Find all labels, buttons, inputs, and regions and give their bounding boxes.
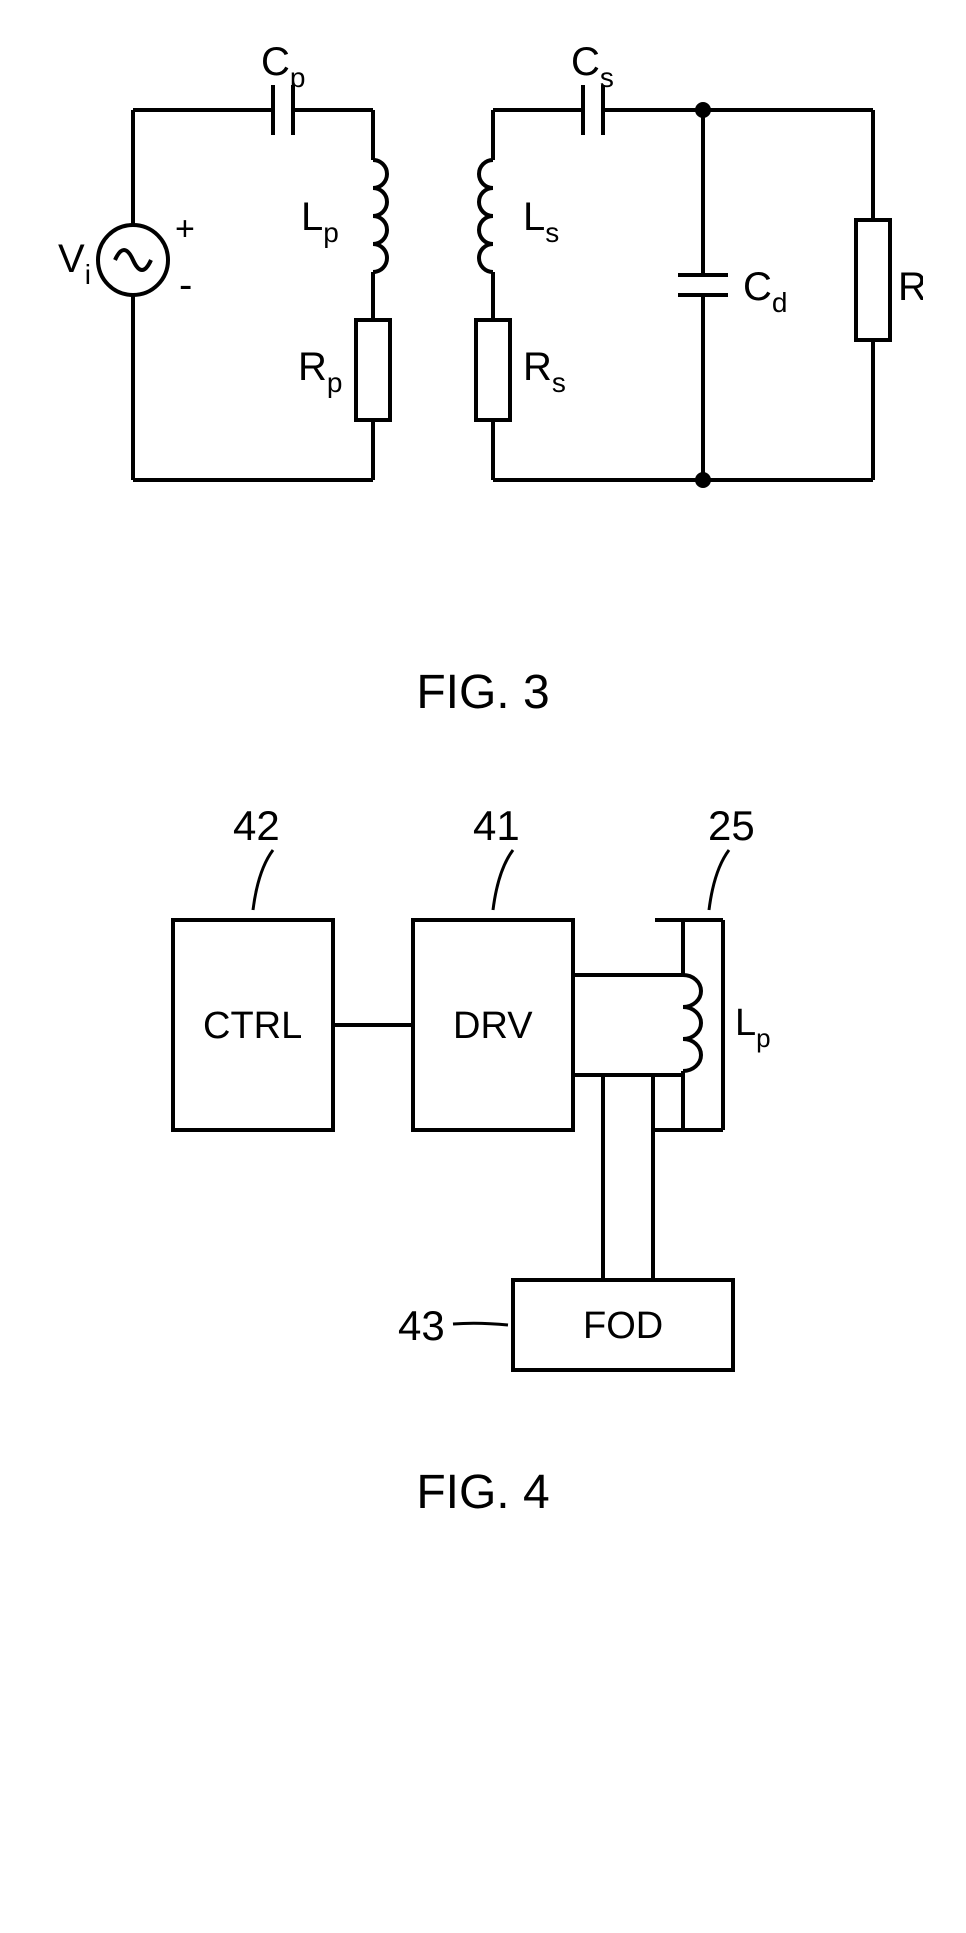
label-vi: Vi [58, 237, 91, 290]
label-cs: Cs [571, 40, 614, 93]
label-rp: Rp [298, 345, 342, 398]
label-drv: DRV [453, 1005, 533, 1047]
label-lp: Lp [301, 195, 339, 248]
label-ls: Ls [523, 195, 559, 248]
label-plus: + [175, 210, 195, 248]
resistor-rp [356, 320, 390, 420]
resistor-rld [856, 220, 890, 340]
resistor-rs [476, 320, 510, 420]
figure-3: Vi + - Cp Lp Rp Cs Ls Rs Cd Rld FIG. 3 [43, 40, 923, 720]
label-rld: Rld [898, 265, 923, 318]
figure-4: CTRL DRV Lp FOD 42 41 25 43 FIG. 4 [113, 780, 853, 1520]
fig3-svg: Vi + - Cp Lp Rp Cs Ls Rs Cd Rld [43, 40, 923, 620]
ref-43: 43 [398, 1302, 445, 1349]
ref-41: 41 [473, 802, 520, 849]
fig3-caption: FIG. 3 [43, 665, 923, 720]
label-cd: Cd [743, 265, 787, 318]
label-fod: FOD [583, 1305, 663, 1347]
inductor-lp-fig4 [683, 975, 701, 1071]
fig4-svg: CTRL DRV Lp FOD 42 41 25 43 [113, 780, 853, 1420]
inductor-lp [373, 160, 387, 272]
ref-25: 25 [708, 802, 755, 849]
ref-42: 42 [233, 802, 280, 849]
label-lp-fig4: Lp [735, 1002, 771, 1053]
inductor-ls [479, 160, 493, 272]
fig4-caption: FIG. 4 [113, 1465, 853, 1520]
label-ctrl: CTRL [203, 1005, 302, 1047]
label-minus: - [179, 263, 192, 307]
sine-icon [115, 250, 151, 270]
label-cp: Cp [261, 40, 305, 93]
label-rs: Rs [523, 345, 566, 398]
